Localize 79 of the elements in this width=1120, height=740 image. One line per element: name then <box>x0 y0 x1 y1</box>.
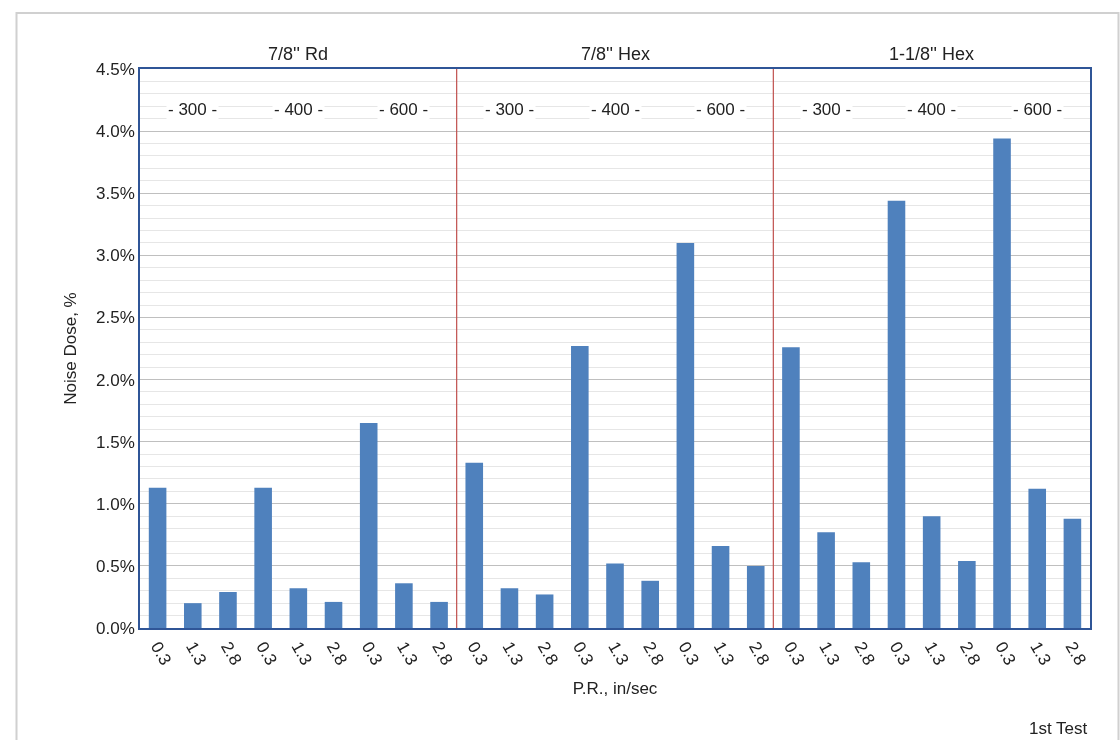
annotation: - 300 - <box>485 100 535 119</box>
annotation: - 300 - <box>168 100 218 119</box>
x-tick-label: 2.8 <box>428 638 457 669</box>
x-tick-label: 0.3 <box>674 638 703 669</box>
x-tick-label: 1.3 <box>1026 638 1055 669</box>
y-tick-label: 4.0% <box>96 122 135 142</box>
annotation: - 300 - <box>802 100 852 119</box>
annotation: - 400 - <box>274 100 324 119</box>
x-tick-label: 1.3 <box>287 638 316 669</box>
x-tick-label: 1.3 <box>815 638 844 669</box>
x-tick-label: 0.3 <box>357 638 387 669</box>
bar <box>324 601 343 628</box>
x-tick-label: 1.3 <box>709 638 739 669</box>
bar <box>887 200 906 628</box>
annotation: - 400 - <box>591 100 641 119</box>
y-tick-label: 3.5% <box>96 184 135 204</box>
x-tick-label: 2.8 <box>956 638 985 669</box>
y-tick-label: 1.5% <box>96 432 135 452</box>
y-tick-label: 4.5% <box>96 59 135 79</box>
bar <box>1028 488 1047 628</box>
x-tick-label: 2.8 <box>533 638 563 669</box>
y-tick-label: 0.5% <box>96 556 135 576</box>
x-tick-label: 0.3 <box>568 638 598 669</box>
annotation: - 600 - <box>1013 100 1063 119</box>
bar <box>922 516 941 628</box>
y-tick-label: 2.0% <box>96 370 135 390</box>
x-tick-label: 2.8 <box>850 638 879 669</box>
bar <box>782 347 800 628</box>
x-tick-label: 0.3 <box>252 638 281 669</box>
x-tick-label: 0.3 <box>780 638 809 669</box>
x-axis-title: P.R., in/sec <box>572 679 658 699</box>
bar <box>430 601 448 628</box>
x-tick-label: 2.8 <box>639 638 668 669</box>
annotation: - 600 - <box>379 100 429 119</box>
bar <box>1063 518 1082 628</box>
x-tick-label: 1.3 <box>604 638 633 669</box>
text: 7/8'' Hex <box>581 44 650 64</box>
x-tick-label: 1.3 <box>920 638 950 669</box>
x-tick-label: 1.3 <box>393 638 422 669</box>
y-tick-label: 3.0% <box>96 246 135 266</box>
bar <box>289 588 308 628</box>
annotation: - 400 - <box>907 100 957 119</box>
bar <box>535 594 554 628</box>
text: 1-1/8'' Hex <box>889 44 974 64</box>
x-tick-label: 1.3 <box>181 638 211 669</box>
bar <box>606 563 624 628</box>
bar <box>219 591 237 628</box>
bar <box>359 423 378 628</box>
bar <box>183 603 202 628</box>
bar <box>711 546 730 628</box>
x-tick-label: 1.3 <box>498 638 527 669</box>
y-tick-label: 2.5% <box>96 308 135 328</box>
x-tick-label: 0.3 <box>885 638 914 669</box>
bar <box>395 583 413 628</box>
bar <box>993 138 1011 628</box>
bar <box>852 562 871 628</box>
bar <box>254 487 272 628</box>
y-tick-label: 1.0% <box>96 494 135 514</box>
bar <box>465 462 484 628</box>
bar <box>958 560 976 628</box>
y-axis-title: Noise Dose, % <box>61 292 81 405</box>
y-tick-label: 0.0% <box>96 618 135 638</box>
x-tick-label: 2.8 <box>217 638 246 669</box>
bar <box>746 565 765 628</box>
bar <box>571 346 589 628</box>
bar <box>641 580 659 628</box>
x-tick-label: 0.3 <box>463 638 492 669</box>
annotation: - 600 - <box>696 100 746 119</box>
x-tick-label: 2.8 <box>1061 638 1090 669</box>
x-tick-label: 0.3 <box>146 638 176 669</box>
x-tick-label: 0.3 <box>991 638 1020 669</box>
x-tick-label: 2.8 <box>322 638 351 669</box>
bar <box>148 487 167 628</box>
x-tick-label: 2.8 <box>744 638 774 669</box>
bar <box>817 532 835 628</box>
text: 1st Test <box>1029 719 1088 738</box>
bar <box>500 588 519 628</box>
text: 7/8'' Rd <box>268 44 328 64</box>
bar <box>676 242 695 628</box>
